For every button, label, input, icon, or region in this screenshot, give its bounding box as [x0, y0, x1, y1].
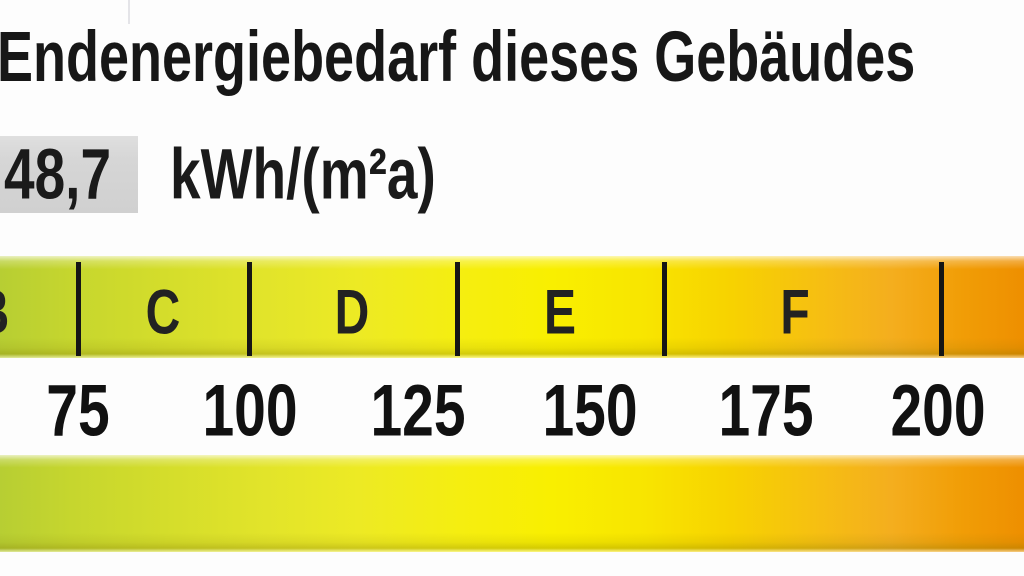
page-title: Endenergiebedarf dieses Gebäudes: [0, 17, 916, 97]
efficiency-scale-bar: B C D E F: [0, 256, 1024, 358]
class-letter-f: F: [780, 277, 810, 348]
energy-value: 48,7: [4, 133, 112, 215]
class-letter-e: E: [543, 277, 577, 348]
scale-tick-100: [247, 262, 252, 356]
class-letter-b: B: [0, 240, 9, 375]
axis-label-125: 125: [370, 370, 466, 452]
axis-label-200: 200: [890, 370, 986, 452]
scale-tick-160: [662, 262, 667, 356]
axis-label-175: 175: [718, 370, 814, 452]
axis-label-75: 75: [46, 370, 110, 452]
axis-label-150: 150: [542, 370, 638, 452]
class-letter-c: C: [145, 277, 181, 348]
scale-tick-130: [455, 262, 460, 356]
scale-tick-75: [76, 262, 81, 356]
energy-value-box: 48,7: [0, 134, 138, 214]
class-letter-d: D: [334, 277, 370, 348]
axis-label-100: 100: [202, 370, 298, 452]
energy-unit-label: kWh/(m²a): [170, 133, 436, 215]
gradient-band-bar: [0, 455, 1024, 552]
cropped-border-artifact: [128, 0, 130, 24]
scale-tick-200: [939, 262, 944, 356]
